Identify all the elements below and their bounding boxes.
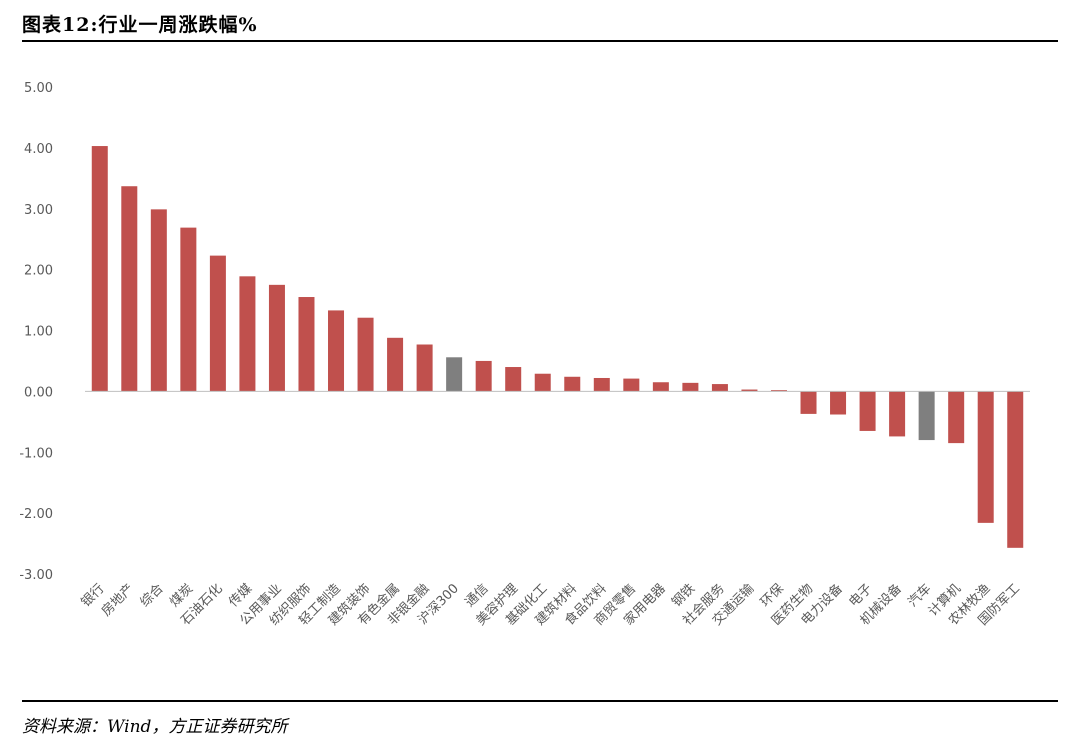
bar-21: [711, 384, 728, 392]
bar-7: [298, 297, 315, 392]
bar-10: [387, 337, 404, 392]
y-tick-label: 2.00: [24, 264, 53, 279]
y-tick-label: 4.00: [24, 142, 53, 157]
bar-5: [239, 276, 256, 392]
source-note: 资料来源：Wind，方正证券研究所: [22, 717, 288, 737]
bar-19: [652, 382, 669, 392]
y-tick-label: -2.00: [19, 507, 53, 522]
bar-14: [505, 367, 522, 392]
bar-13: [475, 360, 492, 392]
bar-1: [121, 186, 138, 392]
x-tick-label: 房地产: [98, 581, 137, 620]
bar-28: [918, 391, 935, 441]
bar-25: [830, 391, 847, 415]
bars: [91, 146, 1024, 548]
y-tick-label: 5.00: [24, 81, 53, 96]
y-tick-label: -1.00: [19, 446, 53, 461]
bar-16: [564, 376, 581, 392]
chart-header: 图表12:行业一周涨跌幅%: [22, 8, 1058, 42]
y-tick-label: 1.00: [24, 325, 53, 340]
bar-4: [209, 255, 226, 392]
bar-0: [91, 146, 108, 392]
bar-22: [741, 389, 758, 392]
bar-26: [859, 391, 876, 431]
bar-29: [948, 391, 965, 444]
bar-3: [180, 227, 197, 392]
bar-9: [357, 317, 374, 392]
bar-17: [593, 377, 610, 392]
bar-23: [770, 390, 787, 392]
x-tick-label: 综合: [138, 581, 167, 610]
bar-12: [446, 357, 463, 392]
chart-figure-title: 图表12:行业一周涨跌幅%: [22, 14, 258, 36]
y-tick-label: -3.00: [19, 568, 53, 583]
y-tick-label: 3.00: [24, 203, 53, 218]
bar-2: [150, 209, 167, 392]
y-tick-label: 0.00: [24, 385, 53, 400]
bar-20: [682, 382, 699, 392]
bar-30: [977, 391, 994, 523]
bar-27: [889, 391, 906, 437]
bar-8: [328, 310, 345, 392]
chart-footer: 资料来源：Wind，方正证券研究所: [22, 700, 1058, 737]
bar-31: [1007, 391, 1024, 548]
bar-18: [623, 378, 640, 392]
bar-11: [416, 344, 433, 392]
bar-6: [268, 284, 285, 392]
bar-chart: 5.004.003.002.001.000.00-1.00-2.00-3.00 …: [19, 81, 1030, 629]
bar-15: [534, 373, 551, 392]
y-axis: 5.00 4.00 3.00 2.00 1.00 0.00 -1.00 -2.00 -3.00: [19, 81, 53, 583]
bar-24: [800, 391, 817, 414]
